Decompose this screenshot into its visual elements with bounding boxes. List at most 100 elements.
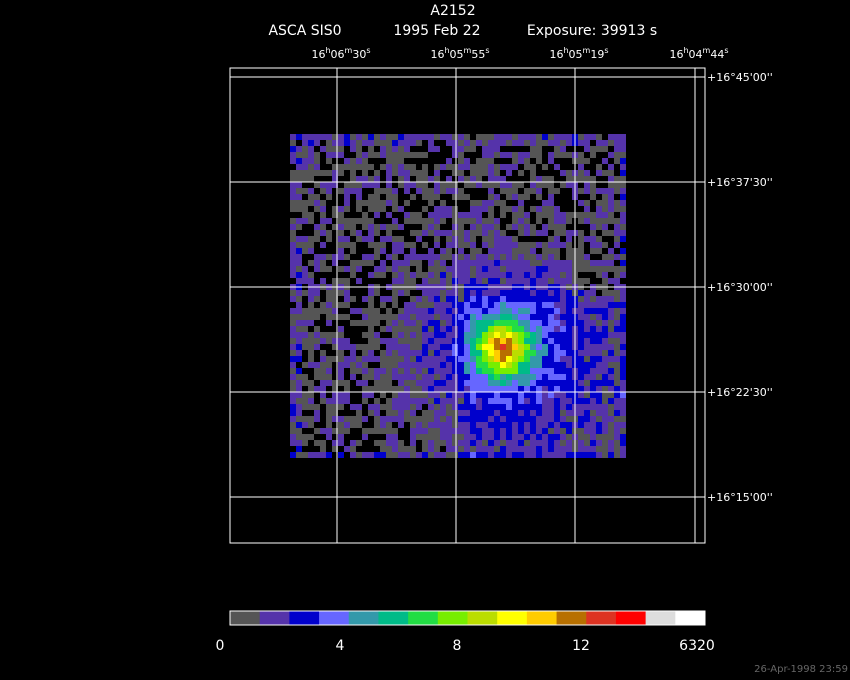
pixel xyxy=(398,236,404,242)
pixel xyxy=(590,134,596,140)
pixel xyxy=(338,230,344,236)
pixel xyxy=(476,320,482,326)
pixel xyxy=(560,266,566,272)
pixel xyxy=(602,326,608,332)
pixel xyxy=(416,326,422,332)
pixel xyxy=(470,452,476,458)
pixel xyxy=(590,422,596,428)
pixel xyxy=(560,416,566,422)
pixel xyxy=(512,188,518,194)
pixel xyxy=(404,356,410,362)
pixel xyxy=(398,314,404,320)
pixel xyxy=(380,242,386,248)
pixel xyxy=(566,326,572,332)
pixel xyxy=(536,362,542,368)
pixel xyxy=(290,314,296,320)
pixel xyxy=(308,404,314,410)
pixel xyxy=(428,218,434,224)
pixel xyxy=(500,242,506,248)
pixel xyxy=(296,152,302,158)
pixel xyxy=(476,326,482,332)
pixel xyxy=(464,434,470,440)
pixel xyxy=(374,422,380,428)
pixel xyxy=(482,218,488,224)
pixel xyxy=(566,236,572,242)
pixel xyxy=(620,230,626,236)
pixel xyxy=(530,314,536,320)
pixel xyxy=(512,338,518,344)
pixel xyxy=(470,434,476,440)
pixel xyxy=(434,254,440,260)
pixel xyxy=(578,266,584,272)
pixel xyxy=(590,308,596,314)
pixel xyxy=(446,362,452,368)
pixel xyxy=(578,386,584,392)
pixel xyxy=(494,224,500,230)
pixel xyxy=(458,272,464,278)
pixel xyxy=(548,134,554,140)
pixel xyxy=(422,230,428,236)
pixel xyxy=(338,134,344,140)
pixel xyxy=(470,440,476,446)
pixel xyxy=(488,422,494,428)
pixel xyxy=(602,224,608,230)
pixel xyxy=(548,272,554,278)
pixel xyxy=(350,374,356,380)
pixel xyxy=(524,398,530,404)
pixel xyxy=(554,224,560,230)
pixel xyxy=(410,392,416,398)
pixel xyxy=(338,212,344,218)
pixel xyxy=(464,368,470,374)
pixel xyxy=(290,170,296,176)
pixel xyxy=(380,224,386,230)
pixel xyxy=(518,386,524,392)
pixel xyxy=(470,368,476,374)
pixel xyxy=(464,356,470,362)
pixel xyxy=(362,368,368,374)
pixel xyxy=(530,398,536,404)
pixel xyxy=(404,332,410,338)
pixel xyxy=(518,152,524,158)
pixel xyxy=(500,350,506,356)
pixel xyxy=(332,134,338,140)
pixel xyxy=(554,260,560,266)
pixel xyxy=(518,134,524,140)
pixel xyxy=(614,398,620,404)
pixel xyxy=(422,188,428,194)
pixel xyxy=(308,236,314,242)
pixel xyxy=(554,242,560,248)
pixel xyxy=(440,266,446,272)
pixel xyxy=(560,422,566,428)
pixel xyxy=(578,344,584,350)
pixel xyxy=(338,170,344,176)
pixel xyxy=(374,188,380,194)
pixel xyxy=(392,200,398,206)
pixel xyxy=(488,344,494,350)
pixel xyxy=(410,344,416,350)
pixel xyxy=(404,338,410,344)
pixel xyxy=(344,236,350,242)
pixel xyxy=(344,278,350,284)
pixel xyxy=(440,272,446,278)
pixel xyxy=(344,416,350,422)
pixel xyxy=(332,446,338,452)
pixel xyxy=(512,440,518,446)
pixel xyxy=(596,314,602,320)
pixel xyxy=(422,134,428,140)
pixel xyxy=(374,170,380,176)
pixel xyxy=(494,374,500,380)
pixel xyxy=(488,206,494,212)
pixel xyxy=(530,164,536,170)
pixel xyxy=(362,362,368,368)
pixel xyxy=(416,188,422,194)
pixel xyxy=(434,212,440,218)
pixel xyxy=(590,392,596,398)
pixel xyxy=(614,368,620,374)
pixel xyxy=(554,392,560,398)
pixel xyxy=(464,350,470,356)
pixel xyxy=(488,260,494,266)
pixel xyxy=(458,236,464,242)
pixel xyxy=(308,344,314,350)
pixel xyxy=(518,260,524,266)
